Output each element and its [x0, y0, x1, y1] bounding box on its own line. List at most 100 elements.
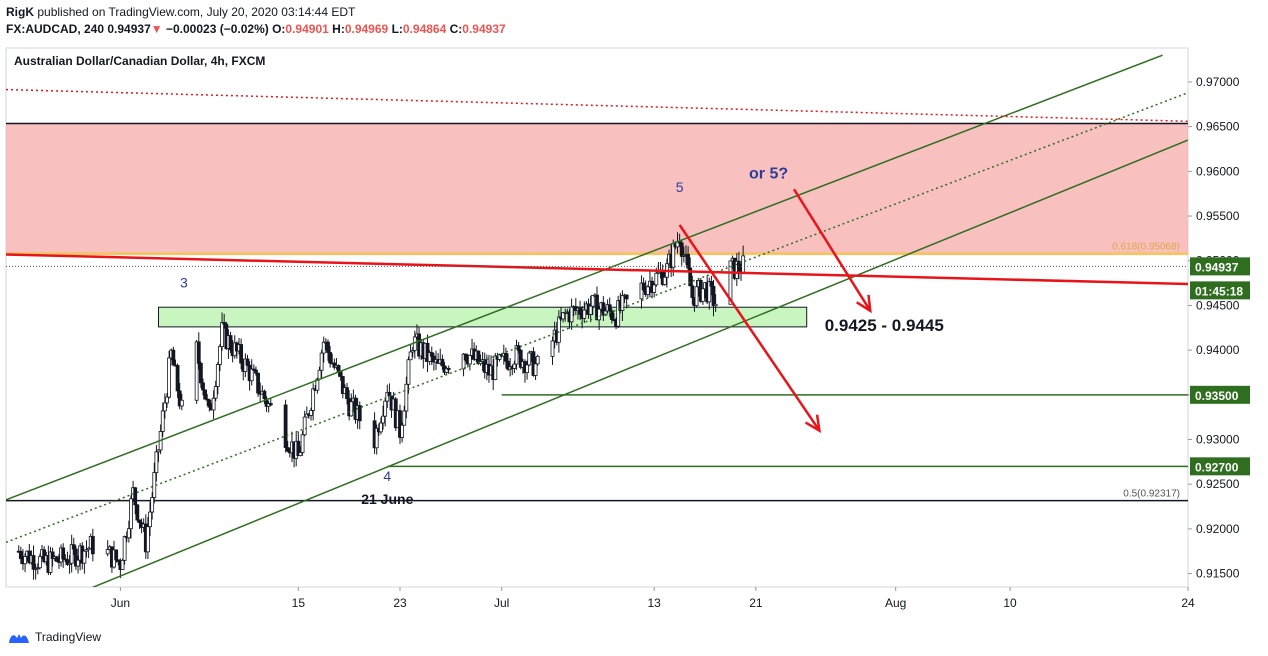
symbol-name[interactable]: FX:AUDCAD, 240 — [6, 22, 105, 36]
candle-body — [82, 550, 87, 564]
candle-body — [688, 267, 693, 287]
candle-body — [662, 276, 667, 285]
y-tick-label: 0.96500 — [1196, 120, 1240, 134]
candle-body — [152, 472, 157, 498]
candle-body — [175, 365, 180, 392]
candle-body — [607, 304, 612, 312]
wave-label: 4 — [383, 468, 391, 484]
last-value: 0.94937 — [107, 22, 151, 36]
publisher-name[interactable]: RigK — [6, 5, 34, 19]
candle-body — [383, 400, 388, 417]
candle-body — [150, 497, 155, 513]
x-tick-label: 10 — [1003, 596, 1017, 610]
close-label: C: — [449, 22, 463, 36]
candle-body — [588, 305, 593, 315]
candle-body — [398, 410, 402, 438]
candle-body — [194, 341, 199, 401]
candle-body — [493, 355, 498, 381]
candle-body — [50, 551, 55, 559]
candle-body — [701, 288, 705, 302]
candle-body — [556, 316, 561, 343]
candle-body — [76, 559, 80, 567]
candle-body — [427, 352, 432, 362]
candle-body — [379, 422, 383, 433]
candle-body — [504, 353, 508, 362]
candle-body — [122, 536, 127, 561]
candle-body — [446, 368, 451, 370]
candle-body — [86, 547, 91, 551]
candle-body — [228, 335, 233, 351]
candle-body — [404, 383, 409, 412]
candle-body — [713, 303, 718, 307]
candle-body — [671, 243, 676, 269]
candle-body — [18, 551, 23, 560]
down-triangle-icon: ▼ — [150, 22, 163, 36]
open-value: 0.94901 — [285, 22, 329, 36]
candle-body — [641, 282, 646, 291]
candle-body — [468, 355, 472, 365]
candle-body — [741, 255, 746, 274]
candle-body — [222, 322, 227, 325]
candle-body — [74, 548, 78, 567]
x-tick-label: 23 — [393, 596, 407, 610]
level-price-tag: 0.93500 — [1195, 389, 1239, 403]
candle-body — [211, 397, 216, 411]
candle-body — [319, 352, 324, 371]
candle-body — [410, 350, 415, 353]
x-tick-label: 15 — [292, 596, 306, 610]
candle-body — [61, 547, 66, 560]
candle-body — [440, 358, 445, 367]
tradingview-brand: TradingView — [35, 630, 102, 644]
candle-body — [171, 349, 176, 366]
candle-body — [624, 294, 629, 300]
candle-body — [429, 352, 434, 357]
candle-body — [67, 562, 72, 565]
candle-body — [595, 294, 599, 321]
candle-body — [603, 310, 608, 316]
x-tick-label: Jul — [494, 596, 509, 610]
symbol-info: FX:AUDCAD, 240 0.94937▼ −0.00023 (−0.02%… — [6, 22, 506, 36]
candle-body — [90, 536, 95, 555]
candle-body — [213, 386, 218, 399]
candle-body — [148, 511, 152, 528]
y-tick-label: 0.95500 — [1196, 209, 1240, 223]
candle-body — [652, 284, 657, 293]
level-label: 0.618(0.95068) — [1112, 242, 1180, 253]
candle-body — [196, 341, 201, 364]
y-tick-label: 0.93000 — [1196, 433, 1240, 447]
candle-body — [582, 309, 587, 319]
candle-body — [156, 449, 161, 453]
candle-body — [340, 376, 345, 394]
candle-body — [201, 382, 205, 391]
channel-lower — [91, 139, 1188, 587]
candle-body — [385, 391, 390, 402]
y-tick-label: 0.91500 — [1196, 567, 1240, 581]
candle-body — [533, 363, 538, 376]
countdown-bg — [1190, 281, 1250, 300]
candle-body — [268, 403, 273, 406]
chart-title: Australian Dollar/Canadian Dollar, 4h, F… — [14, 54, 265, 68]
candle-body — [578, 307, 582, 315]
candle-body — [328, 352, 332, 364]
candle-body — [550, 340, 555, 357]
level-label: 0.5(0.92317) — [1123, 489, 1180, 500]
level-price-tag-bg — [1190, 457, 1250, 476]
candle-body — [620, 295, 625, 311]
candle-body — [71, 544, 76, 550]
candle-body — [601, 302, 606, 316]
candle-body — [654, 272, 659, 286]
candle-body — [262, 390, 267, 400]
publish-info: RigK published on TradingView.com, July … — [6, 5, 355, 19]
candle-body — [315, 378, 320, 391]
candle-body — [285, 447, 290, 452]
price-chart[interactable]: 0.618(0.95068) 0.5(0.92317) 0.9425 - 0.944… — [0, 40, 1268, 620]
candle-body — [65, 559, 70, 565]
candle-body — [137, 519, 142, 524]
candle-body — [239, 344, 244, 364]
candle-body — [146, 526, 150, 553]
wave-label: 21 June — [361, 491, 413, 507]
candle-body — [254, 369, 258, 374]
candle-body — [518, 349, 523, 368]
candle-body — [296, 440, 301, 457]
tradingview-logo[interactable]: TradingView — [8, 630, 101, 644]
